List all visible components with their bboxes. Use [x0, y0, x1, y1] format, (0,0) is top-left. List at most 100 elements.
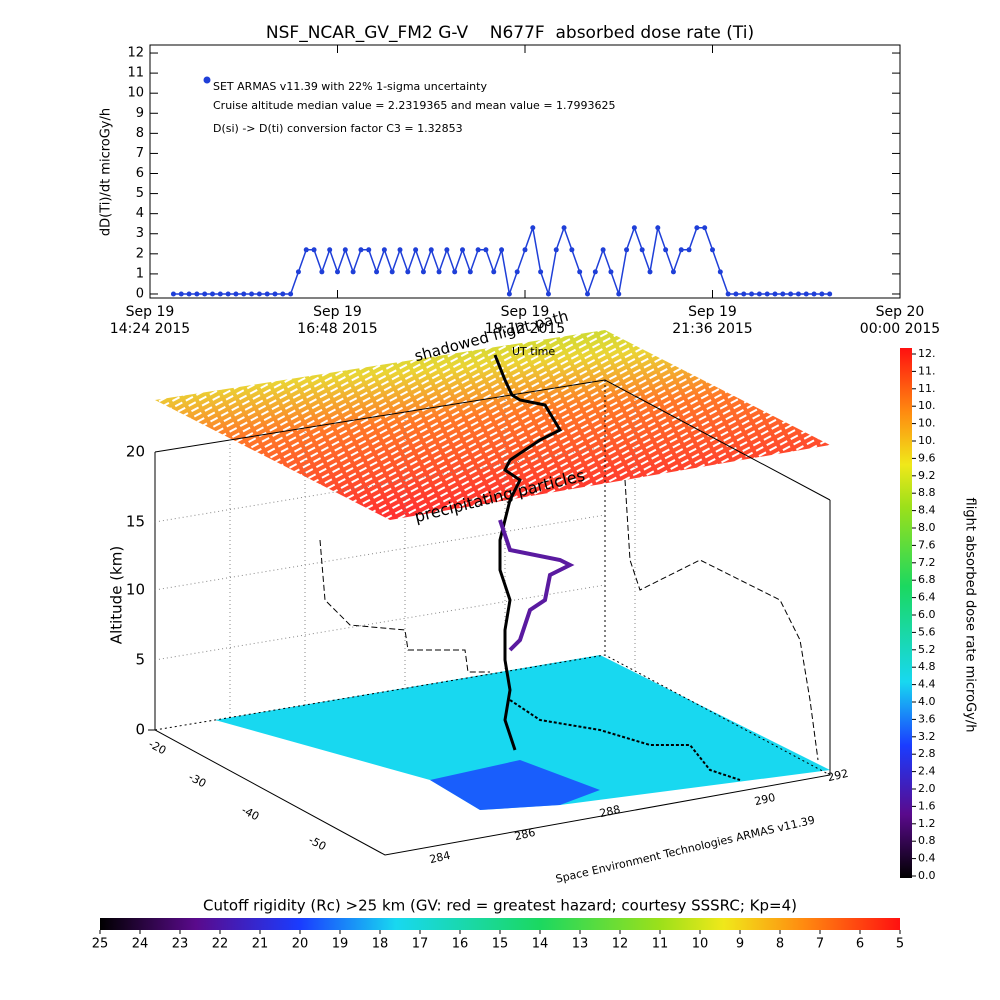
colorbar-tick-label: 16	[452, 937, 469, 952]
data-point	[780, 291, 786, 297]
data-point	[374, 269, 380, 275]
data-point	[295, 269, 301, 275]
data-point	[241, 291, 247, 297]
flight-path	[493, 354, 563, 751]
data-point	[225, 291, 231, 297]
z-tick-label: 20	[126, 443, 145, 461]
data-point	[342, 247, 348, 253]
colorbar-tick-label: 25	[92, 937, 109, 952]
lon-tick-label: 284	[428, 849, 451, 866]
x-tick-label: Sep 20	[876, 304, 925, 320]
data-point	[756, 291, 762, 297]
data-point	[764, 291, 770, 297]
data-point	[686, 247, 692, 253]
data-point	[202, 291, 208, 297]
data-point	[670, 269, 676, 275]
shadow-path	[319, 539, 490, 673]
data-point	[749, 291, 755, 297]
colorbar-tick-label: 4.0	[918, 695, 936, 708]
y-tick-label: 5	[136, 186, 144, 201]
data-point	[725, 291, 731, 297]
data-point	[444, 247, 450, 253]
data-point	[631, 225, 637, 231]
data-point	[420, 269, 426, 275]
grid-line	[154, 446, 606, 523]
data-point	[233, 291, 239, 297]
chart-title: NSF_NCAR_GV_FM2 G-V N677F absorbed dose …	[266, 23, 754, 43]
x-tick-label: 19:12 2015	[485, 321, 565, 337]
data-point	[210, 291, 215, 297]
grid-line	[154, 584, 606, 661]
colorbar-tick-label: 10.	[918, 399, 936, 412]
data-point	[616, 291, 622, 297]
data-point	[795, 291, 801, 297]
y-tick-label: 0	[136, 286, 144, 301]
colorbar-tick-label: 2.0	[918, 782, 936, 795]
lon-tick-label: 286	[513, 826, 536, 843]
colorbar-tick-label: 8.0	[918, 521, 936, 534]
y-tick-label: 2	[136, 246, 144, 261]
colorbar-tick-label: 5	[896, 937, 904, 952]
data-point	[538, 269, 544, 275]
colorbar-label: Cutoff rigidity (Rc) >25 km (GV: red = g…	[203, 897, 797, 915]
colorbar-tick-label: 11	[652, 937, 669, 952]
data-point	[311, 247, 317, 253]
data-point	[264, 291, 270, 297]
data-point	[358, 247, 364, 253]
precip-sheet	[155, 330, 830, 520]
z-tick-label: 0	[135, 721, 145, 739]
data-point	[608, 269, 614, 275]
data-point	[545, 291, 551, 297]
z-tick-label: 10	[126, 581, 145, 599]
colorbar-tick-label: 6.0	[918, 608, 936, 621]
y-tick-label: 9	[136, 106, 144, 121]
x-tick-label: Sep 19	[313, 304, 362, 320]
data-point	[428, 247, 434, 253]
colorbar-tick-label: 11.	[918, 382, 936, 395]
colorbar-tick-label: 10.	[918, 417, 936, 430]
data-point	[350, 269, 356, 275]
data-point	[702, 225, 708, 231]
colorbar-tick-label: 8.8	[918, 486, 936, 499]
colorbar-tick-label: 2.4	[918, 765, 936, 778]
data-point	[319, 269, 325, 275]
data-point	[592, 269, 598, 275]
colorbar-tick-label: 7.6	[918, 538, 936, 551]
data-point	[585, 291, 590, 297]
data-point	[694, 225, 700, 231]
colorbar	[900, 348, 912, 878]
data-point	[397, 247, 403, 253]
colorbar-tick-label: 20	[292, 937, 309, 952]
z-axis-label: Altitude (km)	[108, 546, 126, 644]
data-point	[827, 291, 833, 297]
data-point	[514, 269, 520, 275]
data-point	[186, 291, 192, 297]
colorbar-tick-label: 9	[736, 937, 744, 952]
data-point	[569, 247, 575, 253]
data-point	[663, 247, 669, 253]
grid-line	[154, 514, 606, 591]
colorbar-tick-label: 8	[776, 937, 784, 952]
z-tick-label: 15	[126, 513, 145, 531]
y-tick-label: 12	[127, 46, 144, 61]
data-point	[506, 291, 512, 297]
colorbar-tick-label: 5.6	[918, 625, 936, 638]
data-point	[452, 269, 458, 275]
lat-tick-label: -40	[239, 803, 261, 823]
y-tick-label: 7	[136, 146, 144, 161]
rigidity-surface-low	[430, 760, 600, 810]
data-point	[772, 291, 778, 297]
y-tick-label: 11	[127, 66, 144, 81]
rigidity-surface	[215, 655, 830, 810]
data-point	[327, 247, 333, 253]
shadow-path	[624, 479, 819, 761]
data-point	[561, 225, 567, 231]
data-point	[600, 247, 606, 253]
colorbar-tick-label: 7	[816, 937, 824, 952]
data-point	[577, 269, 583, 275]
data-point	[803, 291, 809, 297]
data-point	[811, 291, 817, 297]
data-point	[272, 291, 278, 297]
data-point	[639, 247, 645, 253]
data-point	[553, 247, 559, 253]
